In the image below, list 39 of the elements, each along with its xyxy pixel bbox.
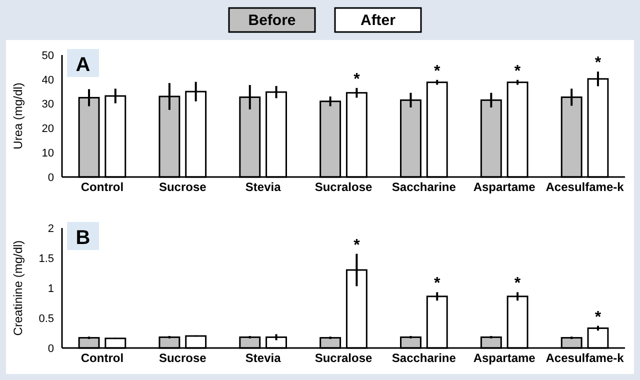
y-tick-label: 40: [42, 74, 54, 86]
data-label: *: [434, 62, 441, 80]
y-tick-label: 1: [48, 282, 54, 295]
x-tick-label: Saccharine: [392, 180, 456, 194]
x-tick-label: Sucrose: [158, 351, 207, 365]
x-tick-label: Saccharine: [392, 351, 456, 365]
y-axis-title: Creatinine (mg/dl): [11, 240, 25, 336]
chart-title: B: [76, 227, 90, 249]
y-axis-title: Urea (mg/dl): [11, 82, 25, 150]
data-label: *: [354, 70, 361, 88]
data-label: *: [354, 236, 361, 254]
x-tick-label: Sucralose: [314, 180, 372, 194]
data-label: *: [594, 54, 602, 72]
y-tick-label: 50: [42, 50, 54, 62]
y-tick-label: 20: [42, 123, 54, 136]
x-tick-label: Acesulfame-k: [546, 351, 624, 365]
x-tick-label: Stevia: [245, 180, 282, 194]
data-label: *: [594, 308, 602, 326]
y-tick-label: 30: [42, 98, 54, 111]
text: After: [360, 12, 396, 29]
x-tick-label: Stevia: [245, 351, 282, 365]
y-tick-label: 10: [42, 147, 54, 160]
x-tick-label: Aspartame: [473, 351, 536, 365]
x-tick-label: Sucralose: [314, 351, 372, 365]
data-label: *: [434, 275, 441, 292]
x-tick-label: Control: [80, 351, 124, 365]
x-tick-label: Acesulfame-k: [546, 180, 624, 194]
data-label: *: [514, 275, 522, 292]
y-tick-label: 1.5: [38, 252, 54, 265]
y-tick-label: 2: [48, 222, 54, 235]
text: Before: [248, 12, 296, 29]
x-tick-label: Sucrose: [158, 180, 207, 194]
y-tick-label: 0.5: [38, 312, 54, 325]
x-tick-label: Control: [80, 180, 124, 194]
y-tick-label: 0: [48, 342, 54, 355]
x-tick-label: Aspartame: [473, 180, 536, 194]
chart-title: A: [76, 54, 90, 76]
data-label: *: [514, 62, 522, 80]
y-tick-label: 0: [48, 172, 54, 184]
